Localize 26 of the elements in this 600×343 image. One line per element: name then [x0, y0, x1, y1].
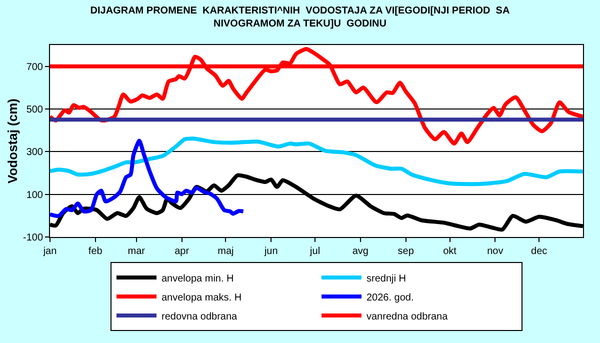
x-tick-label: maj: [218, 246, 234, 257]
legend-label: anvelopa min. H: [162, 273, 234, 284]
legend-label: anvelopa maks. H: [162, 292, 242, 304]
y-tick-label: 100: [26, 190, 44, 201]
x-tick-label: jul: [309, 246, 320, 257]
x-tick-label: nov: [487, 246, 504, 257]
x-tick-label: feb: [88, 246, 103, 257]
legend-label: srednji H: [366, 273, 406, 284]
x-tick-label: apr: [174, 246, 190, 257]
chart-title: DIJAGRAM PROMENE KARAKTERISTI^NIH VODOSTAJA ZA VI[EGODI[NJI PERIOD SA NIVOGRAMOM ZA TEKU]U GODINU: [90, 6, 510, 30]
y-tick-label: 700: [26, 62, 44, 73]
legend-label: 2026. god.: [366, 292, 414, 304]
x-tick-label: jun: [263, 246, 278, 257]
x-tick-label: mar: [128, 246, 146, 257]
legend-label: redovna odbrana: [162, 311, 238, 322]
y-tick-label: 500: [26, 104, 44, 116]
y-tick-label: -100: [22, 232, 44, 244]
x-tick-label: dec: [531, 246, 548, 257]
line-series: [50, 138, 246, 218]
x-tick-label: avg: [352, 246, 368, 257]
y-tick-label: 300: [26, 147, 44, 158]
y-axis-title: Vodostaj (cm): [4, 98, 20, 184]
legend-label: vanredna odbrana: [366, 311, 448, 322]
x-tick-label: sep: [398, 246, 414, 257]
x-tick-label: okt: [443, 246, 457, 257]
x-tick-label: jan: [42, 246, 57, 257]
